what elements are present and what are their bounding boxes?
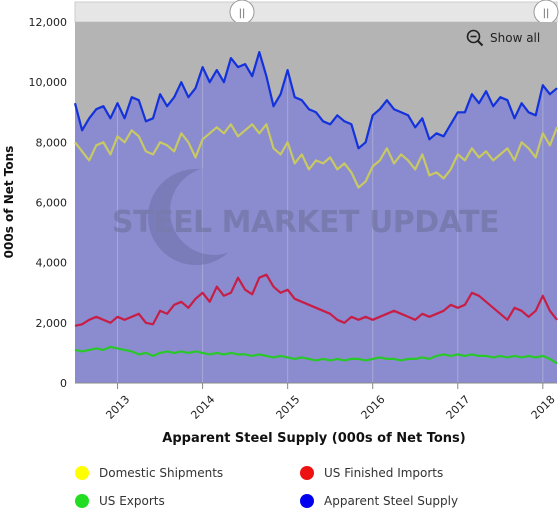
navigator-right-handle-label: || [543, 8, 550, 19]
x-tick-label: 2018 [529, 393, 558, 422]
y-tick-label: 12,000 [29, 16, 68, 29]
legend-item-apparent-steel-supply[interactable]: Apparent Steel Supply [300, 494, 458, 508]
y-tick-label: 4,000 [36, 257, 68, 270]
legend-marker [300, 494, 314, 508]
y-tick-label: 8,000 [36, 136, 68, 149]
navigator-right-handle[interactable]: || [533, 0, 559, 25]
watermark-logo: STEEL MARKET UPDATE [112, 167, 500, 265]
y-tick-label: 2,000 [36, 317, 68, 330]
legend-item-us-finished-imports[interactable]: US Finished Imports [300, 466, 443, 480]
show-all-label: Show all [490, 31, 541, 45]
legend-item-us-exports[interactable]: US Exports [75, 494, 165, 508]
series-line-us-exports[interactable] [74, 345, 558, 365]
legend-item-domestic-shipments[interactable]: Domestic Shipments [75, 466, 223, 480]
y-tick-label: 0 [60, 377, 67, 390]
legend-label: Domestic Shipments [99, 466, 224, 480]
x-tick-label: 2016 [359, 393, 388, 422]
x-tick-label: 2017 [444, 393, 473, 422]
chart-legend: Domestic Shipments US Finished Imports U… [0, 458, 560, 511]
show-all-button[interactable]: Show all [466, 29, 540, 47]
series-layer [73, 22, 559, 365]
legend-marker [75, 466, 89, 480]
legend-label: US Exports [99, 494, 165, 508]
y-tick-label: 10,000 [29, 76, 68, 89]
y-axis-title: 000s of Net Tons [2, 146, 16, 259]
watermark-text: STEEL MARKET UPDATE [112, 205, 499, 240]
x-tick-label: 2015 [274, 393, 303, 422]
series-line-domestic-shipments[interactable] [74, 123, 559, 189]
y-axis-ticks: 0 2,000 4,000 6,000 8,000 10,000 12,000 [29, 16, 68, 390]
y-tick-label: 6,000 [36, 197, 68, 210]
area-above-supply [75, 22, 557, 149]
x-axis-ticks: 2013 2014 2015 2016 2017 2018 [103, 383, 558, 422]
series-line-apparent-steel-supply[interactable] [73, 51, 558, 150]
x-axis-title: Apparent Steel Supply (000s of Net Tons) [162, 431, 465, 446]
legend-marker [75, 494, 89, 508]
legend-label: Apparent Steel Supply [324, 494, 459, 508]
zoom-out-icon [466, 29, 484, 47]
legend-label: US Finished Imports [324, 466, 444, 480]
range-navigator[interactable] [74, 1, 558, 23]
navigator-left-handle[interactable]: || [229, 0, 255, 25]
x-tick-label: 2013 [103, 393, 132, 422]
navigator-left-handle-label: || [239, 8, 246, 19]
series-line-us-finished-imports[interactable] [74, 273, 558, 327]
x-tick-label: 2014 [188, 393, 217, 422]
legend-marker [300, 466, 314, 480]
